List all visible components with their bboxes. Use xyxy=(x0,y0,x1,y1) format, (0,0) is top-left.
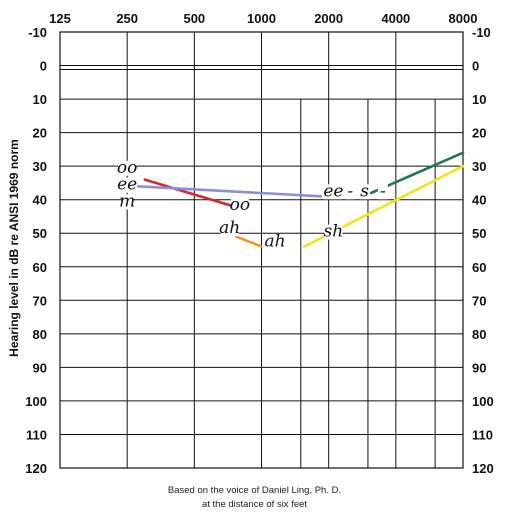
y-tick-label-left-110: 110 xyxy=(26,427,47,442)
x-tick-label-2000: 2000 xyxy=(314,11,343,26)
chart-caption-line-1: Based on the voice of Daniel Ling, Ph. D… xyxy=(167,485,342,496)
y-tick-label-right-40: 40 xyxy=(472,193,486,208)
y-tick-label-right-10: 10 xyxy=(472,92,486,107)
series-line-2 xyxy=(136,185,323,198)
x-tick-label-500: 500 xyxy=(183,11,205,26)
grid-layer xyxy=(59,31,464,469)
y-tick-label-left-10: 10 xyxy=(33,92,47,107)
y-tick-label-right-0: 0 xyxy=(472,59,479,74)
annotation-bg-1 xyxy=(118,160,137,176)
sound-label-4: oo xyxy=(230,195,250,215)
sound-label-5: ah xyxy=(219,218,240,238)
annotation-bg-4 xyxy=(230,197,249,213)
y-tick-label-right-100: 100 xyxy=(472,394,494,409)
sound-label-1: oo xyxy=(117,158,137,178)
x-tick-label-4000: 4000 xyxy=(381,11,410,26)
y-tick-label-left--10: -10 xyxy=(28,25,47,40)
series-line-1 xyxy=(143,178,235,208)
y-tick-label-right-30: 30 xyxy=(472,159,486,174)
y-tick-label-left-60: 60 xyxy=(33,260,47,275)
chart-caption-line-2: at the distance of six feet xyxy=(201,499,308,510)
x-tick-label-250: 250 xyxy=(116,11,138,26)
sound-label-9: s xyxy=(360,181,369,201)
y-tick-label-right-70: 70 xyxy=(472,293,486,308)
y-tick-label-right-60: 60 xyxy=(472,260,486,275)
y-tick-label-left-0: 0 xyxy=(40,59,47,74)
annotation-bg-10 xyxy=(377,184,388,200)
annotation-bg-9 xyxy=(359,184,370,200)
series-line-3 xyxy=(234,235,263,248)
sound-label-10: - xyxy=(380,181,386,201)
x-tick-label-8000: 8000 xyxy=(449,11,478,26)
sound-label-8: - xyxy=(347,181,353,201)
sound-label-11: sh xyxy=(324,222,344,242)
y-tick-label-right-80: 80 xyxy=(472,327,486,342)
annotation-bg-3 xyxy=(122,194,133,210)
y-tick-label-left-30: 30 xyxy=(33,159,47,174)
sound-label-6: ah xyxy=(264,232,285,252)
x-tick-label-1000: 1000 xyxy=(247,11,276,26)
y-tick-label-right-110: 110 xyxy=(472,427,493,442)
sound-label-3: m xyxy=(119,191,135,211)
y-tick-label-left-20: 20 xyxy=(33,126,47,141)
y-tick-label-left-70: 70 xyxy=(33,293,47,308)
y-tick-label-right-50: 50 xyxy=(472,226,486,241)
y-tick-label-left-80: 80 xyxy=(33,327,47,342)
annotation-bg-5 xyxy=(220,221,239,237)
annotation-bg-2 xyxy=(118,177,137,193)
annotation-bg-8 xyxy=(345,184,356,200)
y-tick-label-left-50: 50 xyxy=(33,226,47,241)
annotation-bg-7 xyxy=(324,184,343,200)
y-tick-label-left-120: 120 xyxy=(25,461,47,476)
annotation-bg-6 xyxy=(266,234,285,250)
y-tick-label-left-100: 100 xyxy=(25,394,47,409)
annotation-bg-11 xyxy=(324,224,343,240)
y-tick-label-right-120: 120 xyxy=(472,461,494,476)
y-tick-label-right--10: -10 xyxy=(472,25,491,40)
y-tick-label-right-20: 20 xyxy=(472,126,486,141)
y-tick-label-right-90: 90 xyxy=(472,360,486,375)
y-tick-label-left-40: 40 xyxy=(33,193,47,208)
y-axis-label: Hearing level in dB re ANSI 1969 norm xyxy=(7,139,21,357)
sound-label-2: ee xyxy=(117,175,137,195)
x-tick-label-125: 125 xyxy=(49,11,71,26)
y-tick-label-left-90: 90 xyxy=(33,360,47,375)
sound-label-7: ee xyxy=(323,181,343,201)
